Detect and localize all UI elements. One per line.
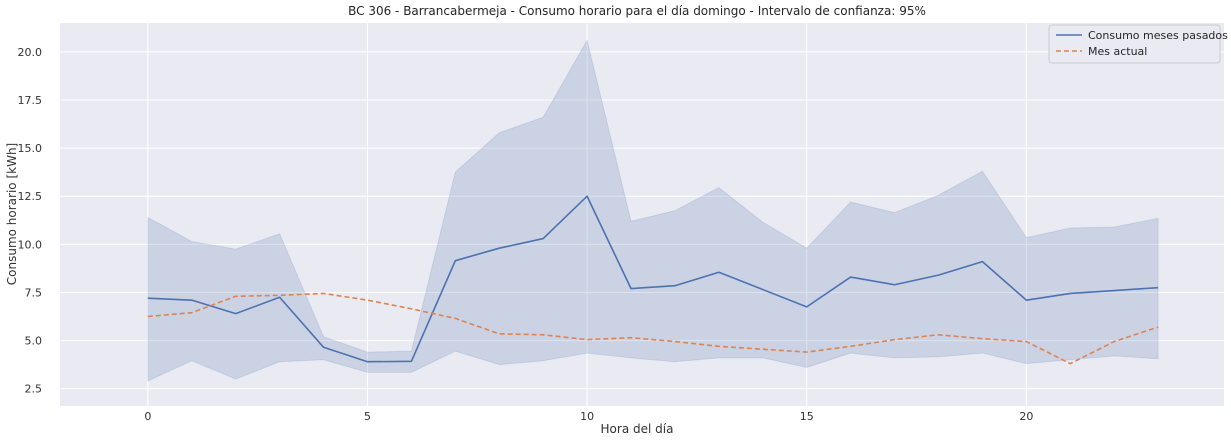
y-tick-label: 10.0 [18, 238, 43, 251]
confidence-band-layer [147, 38, 1159, 382]
x-tick-label: 5 [364, 410, 371, 423]
x-tick-labels: 0 5 10 15 20 [144, 410, 1033, 423]
y-tick-label: 7.5 [25, 286, 43, 299]
y-tick-label: 17.5 [18, 94, 43, 107]
series-layer [147, 195, 1159, 365]
legend: Consumo meses pasados Mes actual [1048, 24, 1228, 64]
plot-area [60, 23, 1224, 406]
y-tick-label: 2.5 [25, 383, 43, 396]
legend-label-current: Mes actual [1088, 45, 1147, 58]
chart-title: BC 306 - Barrancabermeja - Consumo horar… [348, 4, 926, 18]
legend-box [1048, 24, 1221, 64]
x-axis-label: Hora del día [601, 422, 674, 436]
y-axis-label: Consumo horario [kWh] [5, 143, 19, 285]
y-tick-label: 15.0 [18, 142, 43, 155]
x-tick-label: 15 [800, 410, 814, 423]
grid [60, 23, 1224, 406]
series-line-1 [147, 292, 1159, 365]
series-line-0 [147, 195, 1159, 363]
legend-label-past: Consumo meses pasados [1088, 29, 1228, 42]
y-tick-labels: 2.5 5.0 7.5 10.0 12.5 15.0 17.5 20.0 [18, 46, 43, 396]
x-tick-label: 20 [1019, 410, 1033, 423]
y-tick-label: 12.5 [18, 190, 43, 203]
confidence-band [147, 38, 1159, 382]
y-tick-label: 5.0 [25, 335, 43, 348]
y-tick-label: 20.0 [18, 46, 43, 59]
x-tick-label: 10 [580, 410, 594, 423]
x-tick-label: 0 [144, 410, 151, 423]
